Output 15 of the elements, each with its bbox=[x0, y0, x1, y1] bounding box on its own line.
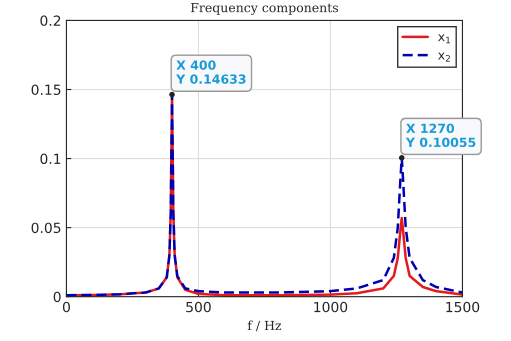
x-tick-label: 500 bbox=[186, 302, 211, 312]
legend-label: x$_{1}$ bbox=[438, 34, 450, 44]
y-tick-label: 0 bbox=[54, 292, 61, 302]
x-tick-label: 0 bbox=[62, 302, 70, 312]
x-axis-title: f / Hz bbox=[248, 320, 282, 332]
y-tick-label: 0.2 bbox=[40, 15, 60, 26]
annotation: X 1270 Y 0.10055 bbox=[406, 124, 476, 148]
y-tick-label: 0.1 bbox=[40, 154, 60, 164]
y-tick-label: 0.15 bbox=[32, 84, 60, 95]
x-tick-label: 1500 bbox=[446, 302, 480, 312]
legend-label: x$_{2}$ bbox=[438, 52, 450, 62]
x-tick-label: 1000 bbox=[314, 302, 348, 312]
chart-title: Frequency components bbox=[190, 3, 338, 15]
y-tick-label: 0.05 bbox=[32, 222, 60, 234]
annotation: X 400 Y 0.14633 bbox=[176, 60, 246, 84]
